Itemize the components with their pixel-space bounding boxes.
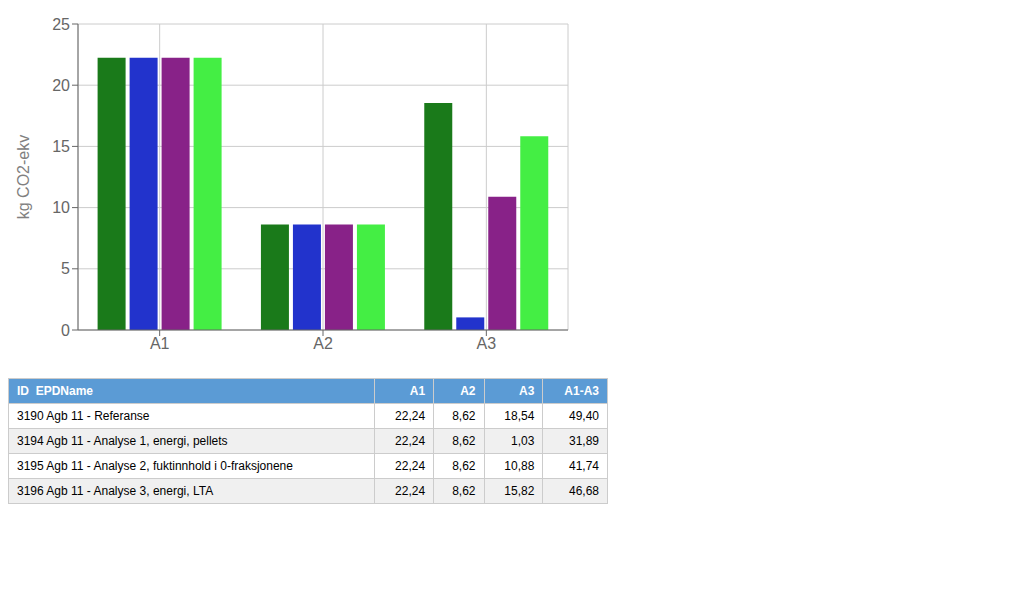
html-text:49,40: 49,40 — [569, 409, 599, 423]
html-text:ID EPDName: ID EPDName — [17, 384, 93, 398]
html-text:22,24: 22,24 — [395, 484, 426, 498]
html-text:A2: A2 — [460, 384, 476, 398]
html-text:22,24: 22,24 — [395, 409, 426, 423]
html-text:41,74: 41,74 — [569, 459, 599, 473]
html-text:10,88: 10,88 — [504, 459, 535, 473]
html-text:22,24: 22,24 — [395, 434, 426, 448]
svg-text:25: 25 — [52, 16, 70, 33]
html-text:3194 Agb 11 - Analyse 1, energ: 3194 Agb 11 - Analyse 1, energi, pellets — [17, 434, 228, 448]
html-text:3196 Agb 11 - Analyse 3, energ: 3196 Agb 11 - Analyse 3, energi, LTA — [17, 484, 214, 498]
html-text:1,03: 1,03 — [511, 434, 535, 448]
html-text:15,82: 15,82 — [504, 484, 535, 498]
html-text:A1: A1 — [409, 384, 426, 398]
html-text:8,62: 8,62 — [452, 409, 476, 423]
html-text:46,68: 46,68 — [569, 484, 599, 498]
svg-text:10: 10 — [52, 199, 70, 216]
html-text:3195 Agb 11 - Analyse 2, fukti: 3195 Agb 11 - Analyse 2, fuktinnhold i 0… — [17, 459, 293, 473]
html-text:8,62: 8,62 — [452, 459, 476, 473]
html-text:22,24: 22,24 — [395, 459, 426, 473]
svg-text:A3: A3 — [477, 335, 497, 352]
html-text:8,62: 8,62 — [452, 434, 476, 448]
html-text:A3: A3 — [519, 384, 535, 398]
svg-text:5: 5 — [61, 260, 70, 277]
html-text:31,89: 31,89 — [569, 434, 599, 448]
html-text:18,54: 18,54 — [504, 409, 535, 423]
svg-text:A1: A1 — [150, 335, 170, 352]
html-text:3190 Agb 11 - Referanse: 3190 Agb 11 - Referanse — [17, 409, 150, 423]
html-text:8,62: 8,62 — [452, 484, 476, 498]
svg-text:A2: A2 — [313, 335, 333, 352]
svg-text:kg CO2-ekv: kg CO2-ekv — [15, 135, 32, 219]
html-text:A1-A3: A1-A3 — [564, 384, 599, 398]
svg-text:0: 0 — [61, 322, 70, 339]
svg-text:15: 15 — [52, 138, 70, 155]
svg-text:20: 20 — [52, 77, 70, 94]
